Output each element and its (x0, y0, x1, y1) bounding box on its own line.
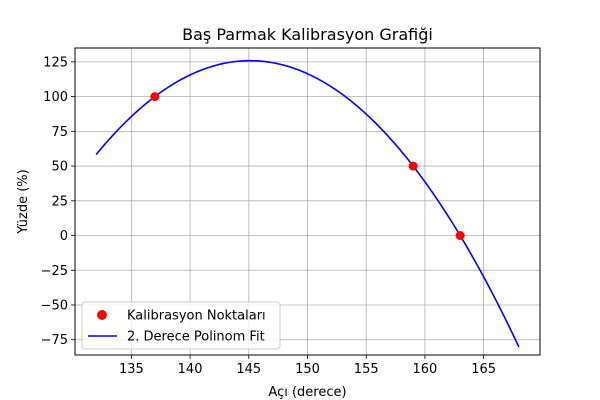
legend-label-line: 2. Derece Polinom Fit (127, 330, 265, 345)
x-tick-label: 160 (413, 362, 438, 377)
y-tick-label: −75 (41, 333, 68, 348)
y-tick-label: 100 (43, 90, 68, 105)
y-axis-label: Yüzde (%) (16, 169, 31, 234)
y-tick-label: 0 (60, 229, 68, 244)
x-axis-ticks: 135 140 145 150 155 160 165 (119, 355, 496, 377)
x-tick-label: 135 (119, 362, 144, 377)
fit-curve (95, 59, 520, 348)
y-tick-label: 125 (43, 55, 68, 70)
y-tick-label: −25 (41, 264, 68, 279)
y-tick-label: −50 (41, 298, 68, 313)
y-axis-ticks: −75 −50 −25 0 25 50 75 100 125 (41, 55, 75, 348)
x-tick-label: 145 (236, 362, 261, 377)
x-tick-label: 140 (178, 362, 203, 377)
legend-label-scatter: Kalibrasyon Noktaları (127, 309, 266, 324)
chart-title: Baş Parmak Kalibrasyon Grafiği (182, 25, 433, 44)
y-tick-label: 25 (51, 194, 68, 209)
y-tick-label: 75 (51, 125, 68, 140)
x-tick-label: 155 (354, 362, 379, 377)
fit-line-group (95, 59, 520, 348)
legend-scatter-marker (97, 310, 107, 320)
calibration-point (408, 161, 418, 171)
legend-box (81, 301, 281, 350)
x-tick-label: 150 (295, 362, 320, 377)
x-tick-label: 165 (471, 362, 496, 377)
points-group (150, 92, 465, 241)
legend: Kalibrasyon Noktaları 2. Derece Polinom … (81, 301, 281, 350)
calibration-point (455, 231, 465, 241)
x-axis-label: Açı (derece) (268, 385, 346, 400)
y-tick-label: 50 (51, 160, 68, 175)
calibration-point (150, 92, 160, 102)
